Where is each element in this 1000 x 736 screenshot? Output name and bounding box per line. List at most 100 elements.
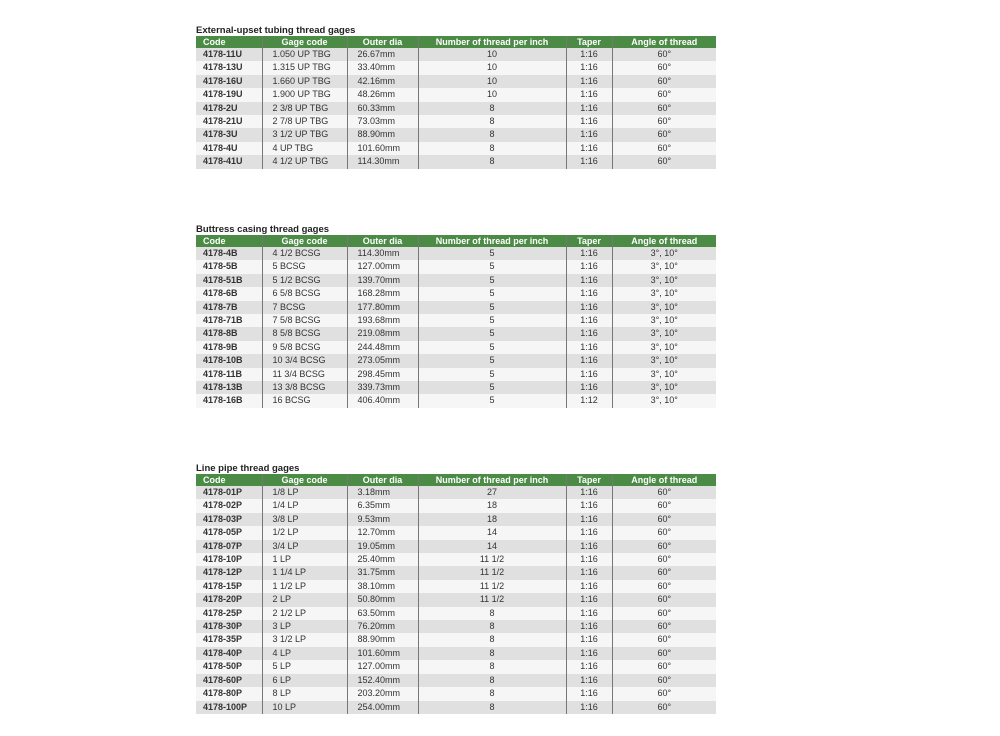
table-cell: 60°: [612, 512, 716, 527]
table-cell: 4178-19U: [196, 88, 263, 102]
table-cell: 1 LP: [262, 553, 348, 567]
table-cell: 406.40mm: [347, 394, 419, 408]
column-header: Taper: [566, 235, 613, 247]
table-cell: 3°, 10°: [612, 247, 716, 261]
table-cell: 16 BCSG: [262, 394, 348, 408]
table-cell: 60°: [612, 606, 716, 621]
table-cell: 1:16: [566, 579, 613, 594]
table-cell: 1:16: [566, 660, 613, 674]
table-row: 4178-2U 2 3/8 UP TBG 60.33mm 8 1:16 60°: [196, 101, 716, 116]
table-cell: 10 3/4 BCSG: [262, 354, 348, 368]
table-cell: 11 3/4 BCSG: [262, 367, 348, 382]
table-cell: 203.20mm: [347, 687, 419, 701]
table-cell: 4 UP TBG: [262, 141, 348, 156]
table-cell: 19.05mm: [347, 539, 419, 554]
table-cell: 1:16: [566, 48, 613, 62]
table-cell: 1:16: [566, 367, 613, 382]
table-cell: 4178-80P: [196, 687, 263, 701]
table-row: 4178-16B 16 BCSG 406.40mm 5 1:12 3°, 10°: [196, 394, 716, 408]
line-pipe-table: Code Gage code Outer dia Number of thread p…: [196, 474, 716, 714]
table-cell: 3 1/2 LP: [262, 633, 348, 647]
table-cell: 101.60mm: [347, 646, 419, 661]
table-cell: 4178-21U: [196, 115, 263, 129]
table-cell: 60°: [612, 660, 716, 674]
table-cell: 4 1/2 UP TBG: [262, 155, 348, 169]
table-cell: 3°, 10°: [612, 381, 716, 395]
table-cell: 60°: [612, 700, 716, 714]
table-cell: 152.40mm: [347, 673, 419, 688]
table-cell: 8: [418, 633, 567, 647]
table-cell: 60°: [612, 687, 716, 701]
table-cell: 8: [418, 115, 567, 129]
table-cell: 7 5/8 BCSG: [262, 314, 348, 328]
table-cell: 5: [418, 273, 567, 288]
table-cell: 3/8 LP: [262, 512, 348, 527]
table-row: 4178-03P 3/8 LP 9.53mm 18 1:16 60°: [196, 512, 716, 527]
table-cell: 31.75mm: [347, 566, 419, 580]
table-cell: 8: [418, 141, 567, 156]
table-cell: 1:16: [566, 606, 613, 621]
table-cell: 1:16: [566, 273, 613, 288]
table-cell: 8: [418, 620, 567, 634]
table-cell: 11 1/2: [418, 593, 567, 607]
table-cell: 4178-51B: [196, 273, 263, 288]
table-cell: 5: [418, 300, 567, 315]
table-cell: 27: [418, 486, 567, 500]
table-row: 4178-40P 4 LP 101.60mm 8 1:16 60°: [196, 646, 716, 661]
table-row: 4178-100P 10 LP 254.00mm 8 1:16 60°: [196, 700, 716, 714]
table-cell: 5: [418, 314, 567, 328]
table-cell: 1:16: [566, 553, 613, 567]
table-cell: 1.660 UP TBG: [262, 74, 348, 89]
table-cell: 339.73mm: [347, 381, 419, 395]
table-cell: 8: [418, 606, 567, 621]
table-cell: 4178-6B: [196, 287, 263, 301]
table-row: 4178-25P 2 1/2 LP 63.50mm 8 1:16 60°: [196, 606, 716, 621]
column-header: Gage code: [262, 235, 348, 247]
table-cell: 33.40mm: [347, 61, 419, 75]
table-cell: 9.53mm: [347, 512, 419, 527]
table-row: 4178-9B 9 5/8 BCSG 244.48mm 5 1:16 3°, 10°: [196, 340, 716, 355]
table-cell: 60°: [612, 499, 716, 513]
table-cell: 60°: [612, 74, 716, 89]
table-cell: 60°: [612, 155, 716, 169]
table-cell: 3/4 LP: [262, 539, 348, 554]
table-cell: 12.70mm: [347, 526, 419, 540]
table-cell: 60°: [612, 646, 716, 661]
table-cell: 2 1/2 LP: [262, 606, 348, 621]
table-cell: 1:16: [566, 620, 613, 634]
table-row: 4178-8B 8 5/8 BCSG 219.08mm 5 1:16 3°, 10°: [196, 327, 716, 341]
table-cell: 10: [418, 74, 567, 89]
table-cell: 1:16: [566, 566, 613, 580]
table-cell: 6 5/8 BCSG: [262, 287, 348, 301]
table-cell: 4178-03P: [196, 512, 263, 527]
table-cell: 60°: [612, 673, 716, 688]
table-row: 4178-01P 1/8 LP 3.18mm 27 1:16 60°: [196, 486, 716, 500]
table-cell: 3°, 10°: [612, 327, 716, 341]
table-cell: 219.08mm: [347, 327, 419, 341]
table-row: 4178-11U 1.050 UP TBG 26.67mm 10 1:16 60°: [196, 48, 716, 62]
table-row: 4178-12P 1 1/4 LP 31.75mm 11 1/2 1:16 60°: [196, 566, 716, 580]
table-row: 4178-10P 1 LP 25.40mm 11 1/2 1:16 60°: [196, 553, 716, 567]
table-cell: 7 BCSG: [262, 300, 348, 315]
table-cell: 1:16: [566, 260, 613, 274]
table-cell: 193.68mm: [347, 314, 419, 328]
table-cell: 2 3/8 UP TBG: [262, 101, 348, 116]
table-row: 4178-10B 10 3/4 BCSG 273.05mm 5 1:16 3°, 10°: [196, 354, 716, 368]
table-cell: 8: [418, 155, 567, 169]
table-cell: 1/8 LP: [262, 486, 348, 500]
table-cell: 4178-01P: [196, 486, 263, 500]
table-cell: 1:16: [566, 354, 613, 368]
table-cell: 4178-71B: [196, 314, 263, 328]
table-cell: 4178-05P: [196, 526, 263, 540]
table-row: 4178-21U 2 7/8 UP TBG 73.03mm 8 1:16 60°: [196, 115, 716, 129]
column-header: Code: [196, 36, 263, 48]
table-cell: 18: [418, 499, 567, 513]
table-cell: 4178-13U: [196, 61, 263, 75]
table-cell: 1:16: [566, 115, 613, 129]
table-cell: 1:16: [566, 287, 613, 301]
table-cell: 177.80mm: [347, 300, 419, 315]
table-cell: 1:12: [566, 394, 613, 408]
table-cell: 4178-100P: [196, 700, 263, 714]
table-cell: 254.00mm: [347, 700, 419, 714]
external-upset-tubing-section: External-upset tubing thread gages Code Ga…: [196, 25, 716, 169]
